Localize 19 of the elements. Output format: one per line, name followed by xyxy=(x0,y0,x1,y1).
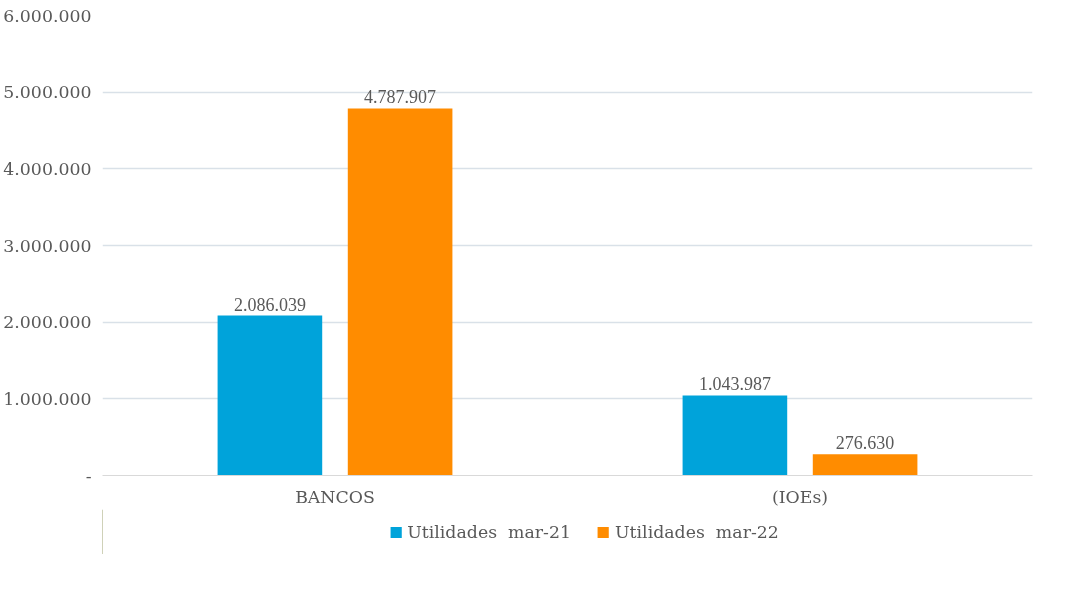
data-label: 4.787.907 xyxy=(364,87,437,108)
y-tick-label: 5.000.000 xyxy=(3,82,92,103)
y-tick-label: 2.000.000 xyxy=(3,312,92,333)
bar xyxy=(812,454,918,476)
y-tick-label: 1.000.000 xyxy=(3,388,92,409)
bar xyxy=(347,108,453,476)
legend-label: Utilidades mar-22 xyxy=(615,521,779,542)
data-label: 276.630 xyxy=(835,433,895,454)
y-tick-label: 6.000.000 xyxy=(3,5,92,26)
y-tick-label: - xyxy=(85,465,92,486)
bar xyxy=(217,315,323,476)
x-tick-label: (IOEs) xyxy=(771,486,829,507)
x-tick-label: BANCOS xyxy=(295,486,375,507)
legend-label: Utilidades mar-21 xyxy=(407,521,571,542)
y-tick-label: 4.000.000 xyxy=(3,158,92,179)
data-label: 2.086.039 xyxy=(233,294,306,315)
data-label: 1.043.987 xyxy=(698,374,771,395)
y-tick-label: 3.000.000 xyxy=(3,235,92,256)
bar xyxy=(682,395,788,476)
